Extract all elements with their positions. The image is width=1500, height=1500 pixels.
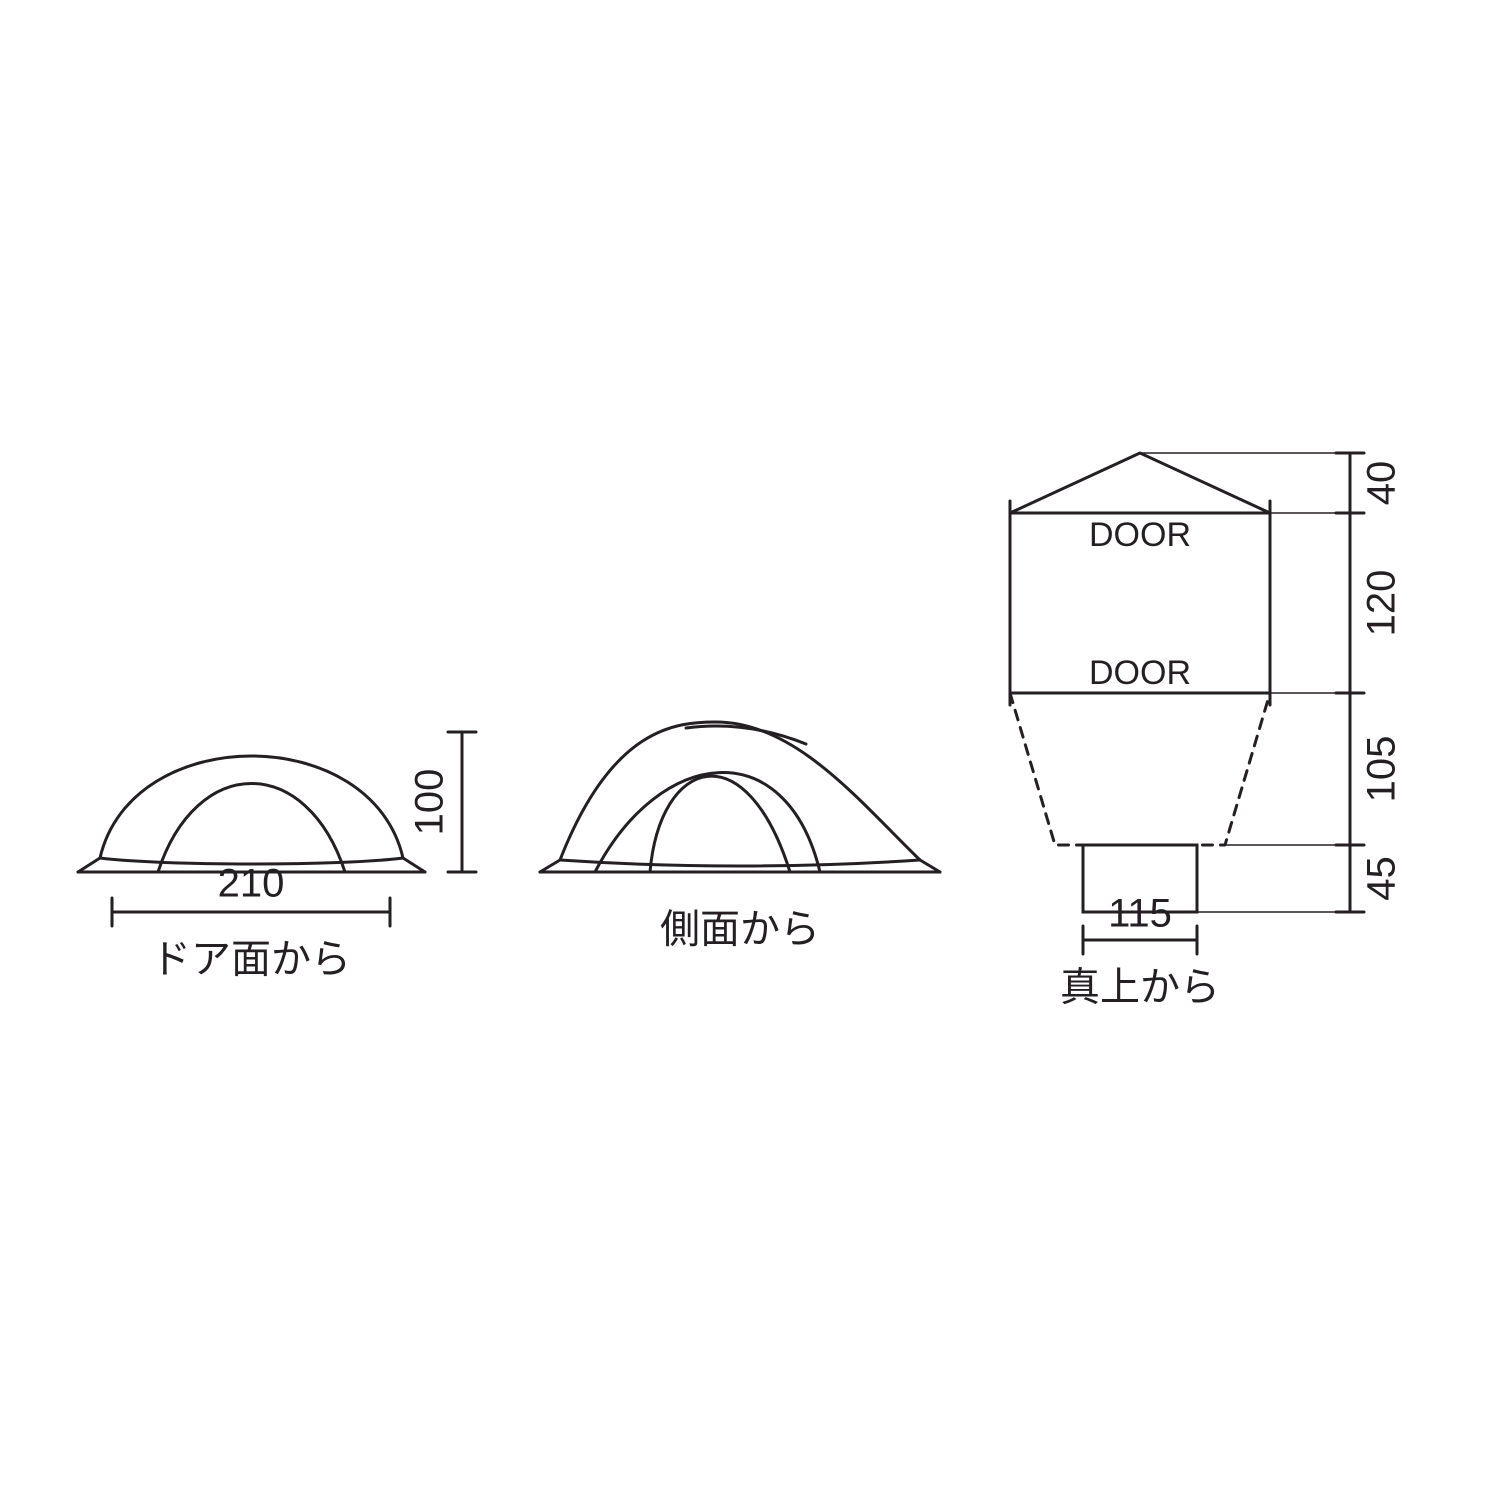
top-caption: 真上から xyxy=(1060,966,1220,1010)
side-caption: 側面から xyxy=(660,908,820,952)
top-dim-0: 40 xyxy=(1360,461,1404,506)
front-height-label: 100 xyxy=(408,769,452,836)
top-dim-3: 45 xyxy=(1360,856,1404,901)
top-dim-2: 105 xyxy=(1360,736,1404,803)
tent-diagram: 210 100 ドア面から 側面から DOOR DOOR 115 40 120 105 45 真上から xyxy=(0,0,1500,1500)
door-label-bottom: DOOR xyxy=(1089,654,1191,692)
front-width-label: 210 xyxy=(218,862,285,906)
door-label-top: DOOR xyxy=(1089,516,1191,554)
front-caption: ドア面から xyxy=(151,938,351,982)
top-dim-1: 120 xyxy=(1360,570,1404,637)
top-width-label: 115 xyxy=(1108,892,1172,936)
